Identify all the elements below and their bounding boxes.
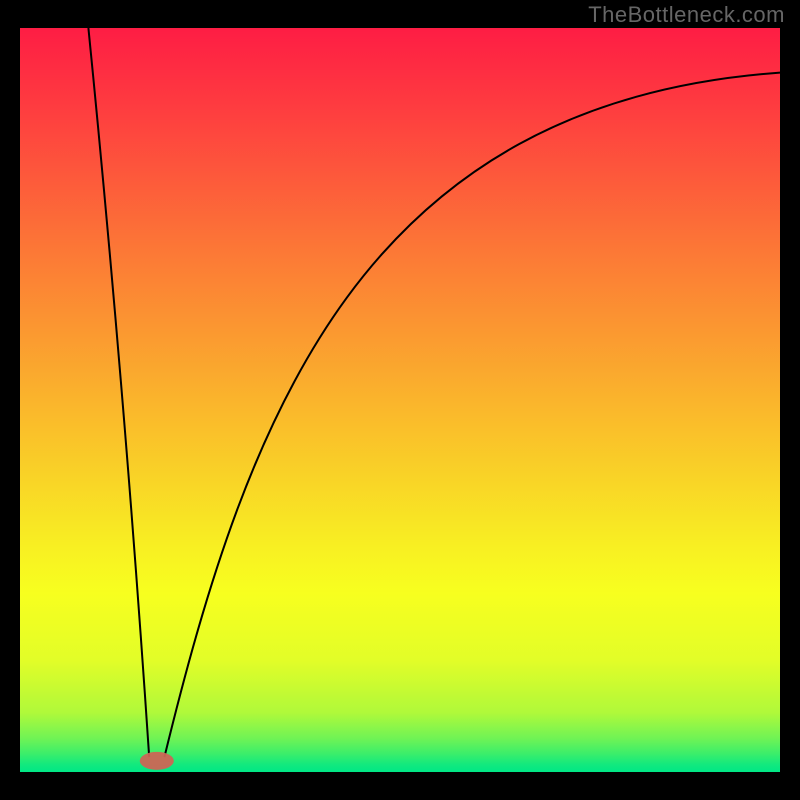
bottleneck-chart: [0, 0, 800, 800]
gradient-background: [20, 28, 780, 772]
bottleneck-marker: [140, 752, 174, 770]
watermark-text: TheBottleneck.com: [588, 2, 785, 28]
chart-container: TheBottleneck.com: [0, 0, 800, 800]
